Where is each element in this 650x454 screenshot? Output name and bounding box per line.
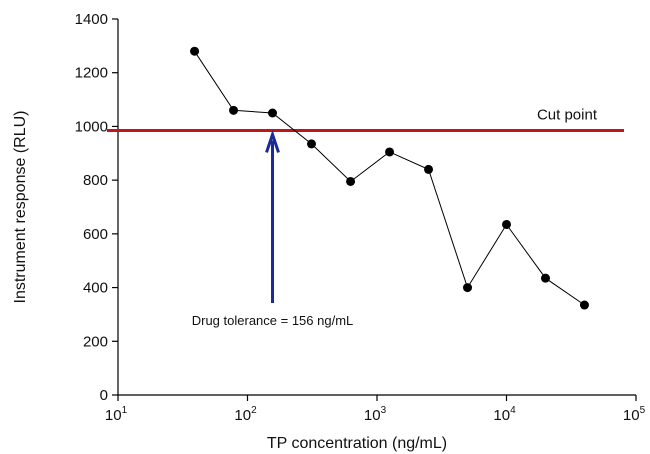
y-tick-label: 200 bbox=[83, 333, 108, 350]
drug-tolerance-label: Drug tolerance = 156 ng/mL bbox=[192, 313, 354, 328]
y-tick-label: 1200 bbox=[75, 65, 108, 82]
data-point bbox=[385, 147, 395, 157]
x-tick-label: 103 bbox=[364, 405, 387, 424]
data-point bbox=[540, 273, 550, 283]
data-point bbox=[346, 176, 356, 186]
y-tick-label: 600 bbox=[83, 226, 108, 243]
data-point bbox=[463, 283, 473, 293]
x-tick-label: 101 bbox=[105, 405, 128, 424]
y-axis-title: Instrument response (RLU) bbox=[12, 111, 29, 304]
drug-tolerance-arrow-head bbox=[265, 129, 280, 153]
x-tick-label: 105 bbox=[623, 405, 646, 424]
y-tick-label: 1400 bbox=[75, 11, 108, 28]
y-tick-label: 800 bbox=[83, 172, 108, 189]
data-point bbox=[579, 300, 589, 310]
data-point bbox=[268, 108, 278, 118]
x-tick-label: 104 bbox=[493, 405, 516, 424]
x-tick-label: 102 bbox=[234, 405, 257, 424]
cut-point-label: Cut point bbox=[537, 106, 598, 123]
data-point bbox=[229, 105, 239, 115]
y-tick-label: 0 bbox=[100, 387, 108, 404]
data-point bbox=[190, 46, 200, 56]
y-tick-label: 1000 bbox=[75, 118, 108, 135]
data-point bbox=[502, 219, 511, 229]
series-line bbox=[194, 50, 585, 306]
data-point bbox=[306, 139, 316, 149]
x-axis-title: TP concentration (ng/mL) bbox=[267, 435, 447, 452]
y-tick-label: 400 bbox=[83, 280, 108, 297]
data-point bbox=[424, 164, 434, 174]
